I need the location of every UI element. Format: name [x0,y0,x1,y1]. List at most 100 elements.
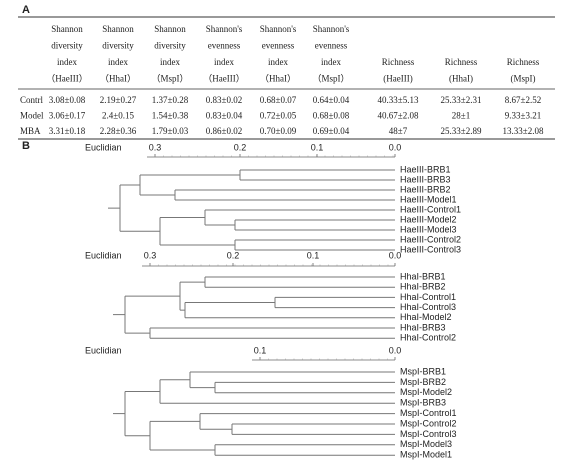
leaf-label: HhaI-Model2 [400,312,452,322]
table-cell: 0.64±0.04 [313,95,350,105]
leaf-label: HaeIII-BRB2 [400,184,451,194]
leaf-label: MspI-Model2 [400,387,452,397]
header-cell: (HhaI) [449,74,473,84]
header-cell: （MspI） [312,74,349,84]
header-cell: Shannon's [260,24,297,34]
leaf-label: HhaI-BRB1 [400,271,446,281]
leaf-label: MspI-BRB1 [400,366,446,376]
header-cell: Richness [507,57,540,67]
leaf-label: MspI-Model3 [400,439,452,449]
panel-label: A [22,4,30,16]
table-cell: 0.69±0.04 [313,126,350,136]
header-cell: diversity [102,41,134,51]
header-cell: （HhaI） [100,74,136,84]
table-cell: 2.28±0.36 [100,126,137,136]
header-cell: （HaeIII） [46,74,87,84]
table-cell: 28±1 [452,111,470,121]
axis-tick-label: 0.2 [234,142,247,152]
axis-tick-label: 0.1 [307,250,320,260]
header-cell: Shannon [102,24,134,34]
leaf-label: MspI-BRB2 [400,377,446,387]
row-label: Contrl [20,95,44,105]
header-cell: （HhaI） [260,74,296,84]
table-cell: 0.72±0.05 [260,111,297,121]
header-cell: Richness [382,57,415,67]
header-cell: evenness [262,41,295,51]
leaf-label: MspI-Control1 [400,408,457,418]
axis-tick-label: 0.2 [227,250,240,260]
axis-tick-label: 0.0 [389,250,402,260]
leaf-label: HaeIII-Model3 [400,224,457,234]
table-cell: 0.83±0.04 [206,111,243,121]
table-cell: 8.67±2.52 [505,95,541,105]
axis-tick-label: 0.3 [144,250,157,260]
row-label: MBA [20,126,41,136]
table-cell: 3.06±0.17 [49,111,86,121]
table-cell: 13.33±2.08 [503,126,544,136]
table-cell: 3.08±0.08 [49,95,86,105]
leaf-label: HaeIII-Control1 [400,204,461,214]
leaf-label: HaeIII-Control2 [400,234,461,244]
header-cell: index [214,57,234,67]
header-cell: Shannon [154,24,186,34]
header-cell: evenness [208,41,241,51]
leaf-label: HaeIII-Control3 [400,244,461,254]
axis-tick-label: 0.1 [254,345,267,355]
leaf-label: HhaI-BRB3 [400,322,446,332]
leaf-label: HhaI-Control3 [400,302,456,312]
table-cell: 1.79±0.03 [152,126,189,136]
table-cell: 1.37±0.28 [152,95,189,105]
leaf-label: MspI-Control3 [400,429,457,439]
table-cell: 0.68±0.08 [313,111,350,121]
header-cell: （HaeIII） [203,74,244,84]
leaf-label: MspI-Model1 [400,450,452,460]
header-cell: (MspI) [511,74,536,84]
leaf-label: HaeIII-Model1 [400,194,457,204]
table-cell: 2.19±0.27 [100,95,137,105]
header-cell: index [57,57,77,67]
leaf-label: HaeIII-BRB1 [400,164,451,174]
header-cell: diversity [154,41,186,51]
table-cell: 9.33±3.21 [505,111,541,121]
axis-label: Euclidian [85,250,122,260]
header-cell: Shannon's [206,24,243,34]
table-cell: 0.68±0.07 [260,95,297,105]
table-cell: 1.54±0.38 [152,111,189,121]
leaf-label: HaeIII-BRB3 [400,174,451,184]
table-cell: 2.4±0.15 [102,111,134,121]
table-cell: 0.83±0.02 [206,95,242,105]
table-cell: 40.33±5.13 [378,95,419,105]
leaf-label: MspI-BRB3 [400,398,446,408]
table-cell: 0.86±0.02 [206,126,242,136]
leaf-label: HhaI-BRB2 [400,282,446,292]
table-cell: 0.70±0.09 [260,126,297,136]
leaf-label: MspI-Control2 [400,418,457,428]
header-cell: Shannon's [313,24,350,34]
header-cell: Shannon [51,24,83,34]
leaf-label: HhaI-Control1 [400,292,456,302]
row-label: Model [20,111,44,121]
header-cell: index [321,57,341,67]
table-cell: 25.33±2.89 [441,126,482,136]
header-cell: diversity [51,41,83,51]
header-cell: index [268,57,288,67]
header-cell: (HaeIII) [383,74,412,84]
axis-tick-label: 0.3 [149,142,162,152]
leaf-label: HaeIII-Model2 [400,214,457,224]
axis-label: Euclidian [85,345,122,355]
header-cell: index [108,57,128,67]
header-cell: Richness [445,57,478,67]
table-cell: 40.67±2.08 [378,111,419,121]
panel-label: B [22,140,30,152]
header-cell: （MspI） [151,74,188,84]
table-cell: 48±7 [389,126,408,136]
axis-tick-label: 0.0 [389,345,402,355]
axis-tick-label: 0.1 [311,142,324,152]
axis-tick-label: 0.0 [389,142,402,152]
axis-label: Euclidian [85,142,122,152]
header-cell: index [160,57,180,67]
leaf-label: HhaI-Control2 [400,333,456,343]
table-cell: 3.31±0.18 [49,126,86,136]
